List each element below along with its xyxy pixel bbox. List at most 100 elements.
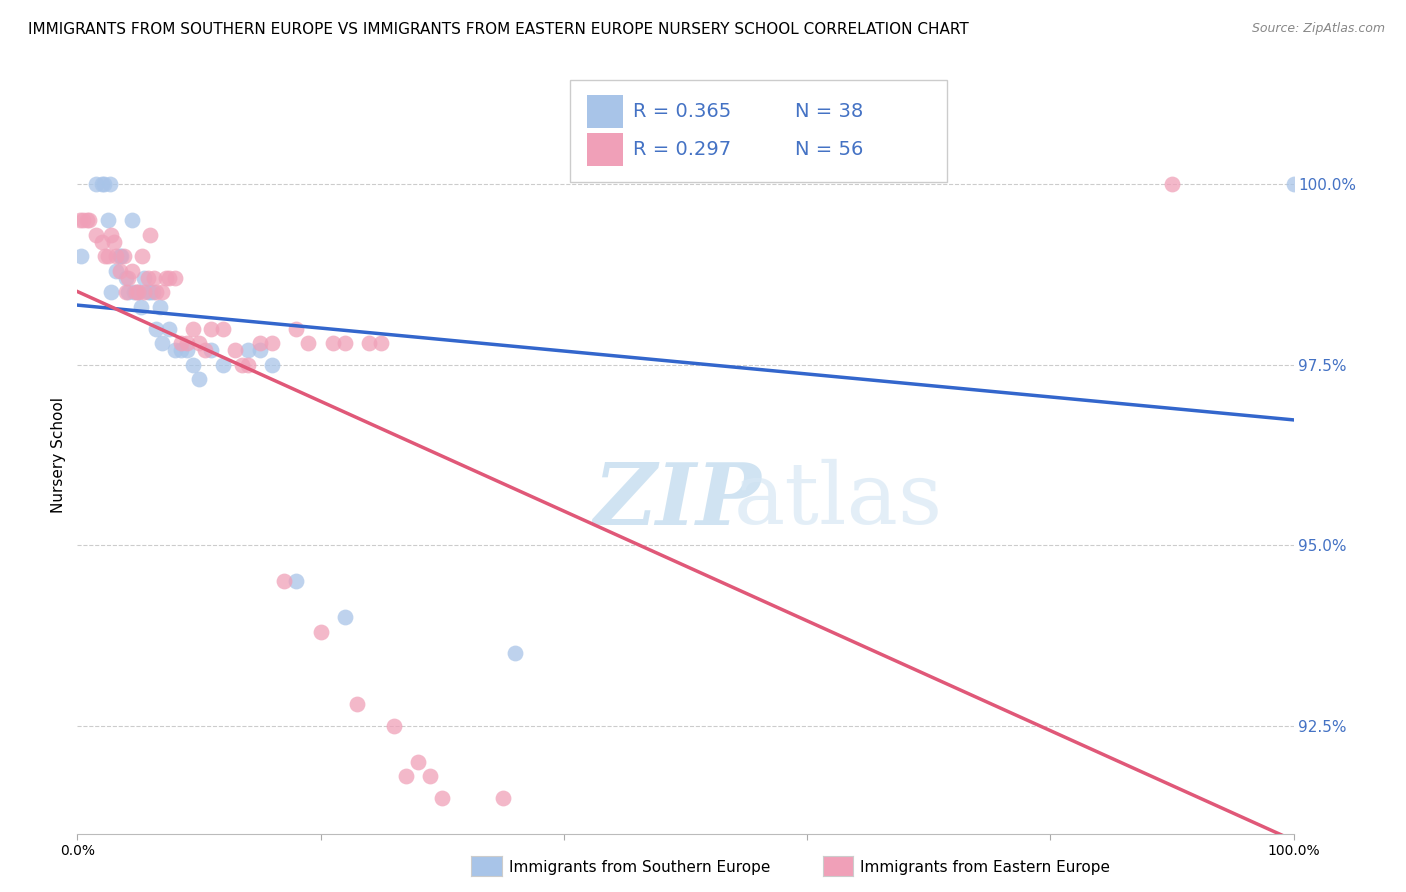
Point	[492, 791, 515, 805]
Point	[395, 769, 418, 783]
Point	[157, 321, 180, 335]
FancyBboxPatch shape	[586, 95, 623, 128]
Point	[124, 285, 146, 300]
Point	[105, 264, 128, 278]
Point	[194, 343, 217, 358]
Point	[333, 610, 356, 624]
Text: Immigrants from Eastern Europe: Immigrants from Eastern Europe	[860, 860, 1111, 874]
Point	[90, 177, 112, 191]
Point	[382, 719, 405, 733]
Point	[117, 285, 139, 300]
Point	[90, 235, 112, 249]
Point	[136, 285, 159, 300]
Point	[170, 343, 193, 358]
Point	[260, 358, 283, 372]
Point	[103, 235, 125, 249]
Y-axis label: Nursery School: Nursery School	[51, 397, 66, 513]
Point	[176, 343, 198, 358]
Point	[176, 336, 198, 351]
Point	[285, 574, 308, 589]
Text: ZIP: ZIP	[595, 458, 762, 542]
Point	[108, 249, 131, 263]
Point	[163, 343, 186, 358]
Point	[346, 697, 368, 711]
Text: R = 0.365: R = 0.365	[633, 102, 731, 121]
Point	[134, 285, 156, 300]
Point	[359, 336, 381, 351]
Point	[149, 300, 172, 314]
Point	[231, 358, 253, 372]
Point	[236, 358, 259, 372]
Point	[419, 769, 441, 783]
Point	[142, 271, 165, 285]
Point	[181, 321, 204, 335]
Point	[157, 271, 180, 285]
Point	[188, 336, 211, 351]
Point	[309, 624, 332, 639]
Point	[110, 249, 132, 263]
Point	[249, 343, 271, 358]
Point	[142, 285, 165, 300]
Point	[105, 249, 128, 263]
Point	[152, 285, 174, 300]
Text: Immigrants from Southern Europe: Immigrants from Southern Europe	[509, 860, 770, 874]
Point	[127, 285, 149, 300]
Point	[503, 647, 526, 661]
Point	[139, 285, 162, 300]
Point	[134, 271, 156, 285]
Point	[145, 321, 167, 335]
Text: N = 38: N = 38	[794, 102, 863, 121]
Point	[297, 336, 319, 351]
Point	[115, 271, 138, 285]
Point	[139, 227, 162, 242]
Point	[84, 177, 107, 191]
Point	[249, 336, 271, 351]
Point	[70, 249, 93, 263]
Point	[163, 271, 186, 285]
Point	[236, 343, 259, 358]
Point	[136, 271, 159, 285]
Point	[188, 372, 211, 386]
Point	[108, 264, 131, 278]
Point	[200, 321, 222, 335]
Point	[100, 285, 122, 300]
Point	[200, 343, 222, 358]
Point	[212, 321, 235, 335]
Point	[224, 343, 246, 358]
Point	[370, 336, 392, 351]
Point	[285, 321, 308, 335]
Text: N = 56: N = 56	[794, 140, 863, 159]
Point	[127, 285, 149, 300]
Point	[212, 358, 235, 372]
Point	[97, 213, 120, 227]
Point	[97, 249, 120, 263]
Point	[430, 791, 453, 805]
Text: IMMIGRANTS FROM SOUTHERN EUROPE VS IMMIGRANTS FROM EASTERN EUROPE NURSERY SCHOOL: IMMIGRANTS FROM SOUTHERN EUROPE VS IMMIG…	[28, 22, 969, 37]
Point	[79, 213, 101, 227]
Point	[121, 264, 143, 278]
Point	[76, 213, 98, 227]
Point	[72, 213, 94, 227]
Point	[117, 271, 139, 285]
Point	[333, 336, 356, 351]
Text: R = 0.297: R = 0.297	[633, 140, 731, 159]
Point	[121, 213, 143, 227]
Point	[125, 285, 148, 300]
Point	[112, 249, 135, 263]
Point	[100, 227, 122, 242]
Point	[1161, 177, 1184, 191]
Point	[115, 285, 138, 300]
Point	[322, 336, 344, 351]
Point	[131, 249, 153, 263]
Point	[273, 574, 295, 589]
Point	[406, 755, 429, 769]
Point	[129, 300, 152, 314]
Point	[145, 285, 167, 300]
Point	[93, 177, 115, 191]
FancyBboxPatch shape	[569, 79, 946, 182]
Point	[181, 358, 204, 372]
Point	[1282, 177, 1305, 191]
Point	[84, 227, 107, 242]
Point	[98, 177, 121, 191]
Point	[94, 249, 117, 263]
